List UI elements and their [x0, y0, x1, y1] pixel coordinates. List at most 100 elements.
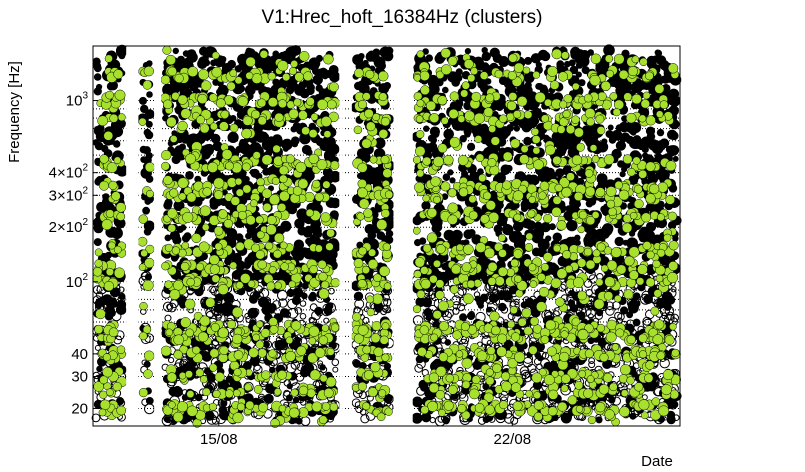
cluster-point: [211, 416, 220, 425]
cluster-point: [579, 50, 590, 61]
cluster-point: [650, 378, 660, 388]
cluster-point: [298, 81, 307, 90]
cluster-point: [214, 371, 225, 383]
cluster-point: [412, 396, 423, 408]
cluster-point: [96, 124, 105, 133]
cluster-point: [640, 136, 652, 149]
cluster-point: [358, 390, 367, 400]
cluster-point: [496, 219, 504, 227]
cluster-point: [179, 295, 187, 303]
cluster-point: [243, 261, 252, 269]
cluster-point: [489, 47, 500, 58]
cluster-point: [324, 136, 336, 148]
cluster-point: [385, 307, 392, 314]
y-axis-label: Frequency [Hz]: [6, 61, 23, 163]
cluster-point: [430, 136, 437, 144]
cluster-point: [422, 194, 430, 203]
cluster-point: [527, 363, 537, 373]
cluster-point: [575, 71, 582, 78]
cluster-point: [443, 128, 455, 140]
cluster-point: [101, 300, 111, 310]
cluster-point: [139, 301, 148, 311]
cluster-point: [329, 402, 339, 412]
cluster-point: [510, 138, 521, 149]
cluster-point: [172, 47, 179, 55]
cluster-point: [205, 311, 214, 319]
cluster-point: [631, 55, 640, 64]
cluster-point: [429, 126, 440, 137]
cluster-point: [582, 125, 590, 134]
cluster-point: [143, 128, 152, 137]
cluster-point: [533, 357, 542, 366]
cluster-point: [139, 96, 147, 105]
cluster-point: [205, 46, 215, 56]
cluster-point: [374, 137, 386, 149]
cluster-point: [317, 259, 327, 270]
cluster-point: [558, 283, 567, 292]
cluster-point: [526, 220, 536, 231]
cluster-point: [535, 61, 542, 68]
cluster-point: [299, 88, 310, 99]
cluster-point: [423, 125, 430, 132]
cluster-point: [656, 55, 667, 66]
cluster-point: [588, 361, 596, 369]
cluster-point: [99, 390, 108, 399]
cluster-point: [531, 135, 541, 144]
cluster-point: [440, 181, 451, 192]
cluster-point: [235, 233, 244, 242]
cluster-point: [146, 60, 153, 67]
cluster-point: [261, 304, 272, 316]
cluster-point: [503, 223, 512, 233]
cluster-point: [364, 223, 375, 235]
cluster-point: [654, 152, 663, 161]
cluster-point: [508, 92, 518, 102]
cluster-point: [211, 51, 220, 60]
cluster-point: [289, 78, 295, 85]
cluster-point: [467, 142, 476, 151]
cluster-point: [358, 53, 365, 60]
cluster-point: [116, 164, 129, 177]
cluster-point: [330, 160, 340, 170]
cluster-point: [295, 290, 303, 298]
cluster-point: [604, 54, 614, 63]
cluster-point: [358, 198, 370, 209]
cluster-point: [482, 383, 490, 391]
cluster-point: [650, 202, 662, 214]
cluster-point: [185, 171, 194, 180]
cluster-point: [224, 257, 232, 266]
cluster-point: [180, 224, 187, 231]
cluster-point: [619, 171, 626, 178]
cluster-point: [493, 224, 503, 234]
cluster-point: [568, 59, 576, 67]
cluster-point: [546, 65, 558, 77]
cluster-point: [142, 325, 152, 334]
cluster-point: [143, 66, 154, 77]
cluster-point: [540, 114, 550, 123]
cluster-point: [111, 125, 124, 138]
cluster-point: [534, 221, 543, 230]
cluster-point: [646, 222, 655, 231]
cluster-point: [274, 281, 282, 290]
cluster-point: [601, 224, 613, 237]
cluster-point: [585, 200, 594, 208]
cluster-point: [563, 210, 574, 221]
cluster-point: [543, 134, 550, 141]
cluster-point: [523, 326, 533, 336]
cluster-point: [541, 351, 550, 360]
cluster-point: [166, 116, 177, 128]
cluster-point: [503, 409, 513, 419]
cluster-point: [164, 234, 172, 242]
cluster-point: [304, 225, 313, 234]
cluster-point: [94, 344, 101, 351]
cluster-point: [315, 84, 323, 92]
cluster-point: [329, 71, 341, 83]
cluster-point: [319, 364, 326, 371]
cluster-point: [323, 317, 330, 324]
cluster-point: [513, 298, 520, 306]
cluster-point: [308, 122, 317, 131]
cluster-point: [383, 298, 392, 307]
cluster-point: [581, 306, 592, 317]
cluster-point: [567, 138, 579, 150]
cluster-point: [441, 262, 449, 271]
cluster-point: [94, 324, 104, 334]
